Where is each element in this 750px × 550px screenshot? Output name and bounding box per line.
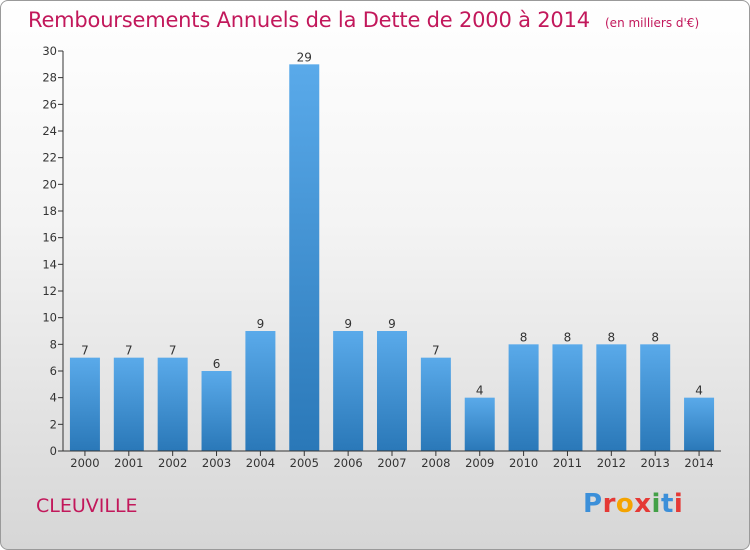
- y-tick-label-28: 28: [42, 71, 57, 85]
- y-tick-label-6: 6: [50, 364, 57, 378]
- title-block: Remboursements Annuels de la Dette de 20…: [28, 8, 699, 32]
- bar-2010: [508, 344, 539, 451]
- bar-2008: [420, 357, 451, 451]
- y-tick-label-24: 24: [42, 124, 57, 138]
- bar-2001: [113, 357, 144, 451]
- data-label-2011: 8: [564, 330, 572, 344]
- x-tick-label-2004: 2004: [246, 456, 275, 470]
- bar-2005: [289, 64, 320, 452]
- data-label-2007: 9: [388, 317, 396, 331]
- x-tick-label-2008: 2008: [421, 456, 450, 470]
- x-tick-label-2014: 2014: [684, 456, 713, 470]
- bar-2014: [684, 397, 715, 451]
- data-label-2003: 6: [213, 357, 221, 371]
- y-tick-label-30: 30: [42, 44, 57, 58]
- y-tick-label-0: 0: [50, 444, 57, 458]
- chart-title: Remboursements Annuels de la Dette de 20…: [28, 8, 590, 32]
- x-tick-label-2013: 2013: [641, 456, 670, 470]
- x-tick-label-2011: 2011: [553, 456, 582, 470]
- x-tick-label-2000: 2000: [70, 456, 99, 470]
- x-tick-label-2010: 2010: [509, 456, 538, 470]
- data-label-2004: 9: [257, 317, 265, 331]
- bar-2003: [201, 371, 232, 451]
- y-tick-label-2: 2: [50, 417, 57, 431]
- data-label-2012: 8: [608, 330, 616, 344]
- x-tick-label-2009: 2009: [465, 456, 494, 470]
- data-label-2014: 4: [695, 384, 703, 398]
- bar-2011: [552, 344, 583, 451]
- x-tick-label-2002: 2002: [158, 456, 187, 470]
- data-label-2010: 8: [520, 330, 528, 344]
- bar-2002: [157, 357, 188, 451]
- bar-2006: [333, 331, 364, 451]
- bars-group: 7 7 7 6 9 29 9 9 7 4 8 8 8 8 4: [69, 50, 715, 452]
- x-tick-label-2001: 2001: [114, 456, 143, 470]
- data-label-2008: 7: [432, 344, 440, 358]
- data-label-2000: 7: [81, 344, 89, 358]
- bar-2007: [377, 331, 407, 451]
- bar-2012: [596, 344, 627, 451]
- data-label-2013: 8: [651, 330, 659, 344]
- x-tick-label-2006: 2006: [333, 456, 362, 470]
- data-label-2005: 29: [297, 50, 312, 64]
- y-tick-label-10: 10: [42, 311, 57, 325]
- proxiti-logo: Proxiti: [583, 489, 684, 519]
- data-label-2009: 4: [476, 384, 484, 398]
- y-tick-label-16: 16: [42, 231, 57, 245]
- axes-group: 2000 2001 2002 2003 2004 2005 2006 2007 2008 2009…: [42, 44, 721, 470]
- bar-2009: [464, 397, 495, 451]
- commune-name: CLEUVILLE: [36, 495, 138, 517]
- bar-2004: [245, 331, 276, 451]
- x-tick-label-2003: 2003: [202, 456, 231, 470]
- y-tick-label-12: 12: [42, 284, 57, 298]
- bar-2013: [640, 344, 671, 451]
- x-tick-label-2007: 2007: [377, 456, 406, 470]
- data-label-2006: 9: [344, 317, 352, 331]
- data-label-2001: 7: [125, 344, 133, 358]
- x-tick-label-2012: 2012: [597, 456, 626, 470]
- bar-2000: [69, 357, 100, 451]
- data-label-2002: 7: [169, 344, 177, 358]
- y-tick-label-8: 8: [50, 337, 57, 351]
- x-tick-label-2005: 2005: [290, 456, 319, 470]
- y-tick-label-22: 22: [42, 151, 57, 165]
- y-tick-label-4: 4: [50, 391, 57, 405]
- y-tick-label-14: 14: [42, 257, 57, 271]
- y-tick-label-18: 18: [42, 204, 57, 218]
- y-tick-label-20: 20: [42, 177, 57, 191]
- chart-subtitle: (en milliers d'€): [605, 16, 700, 30]
- y-tick-label-26: 26: [42, 97, 57, 111]
